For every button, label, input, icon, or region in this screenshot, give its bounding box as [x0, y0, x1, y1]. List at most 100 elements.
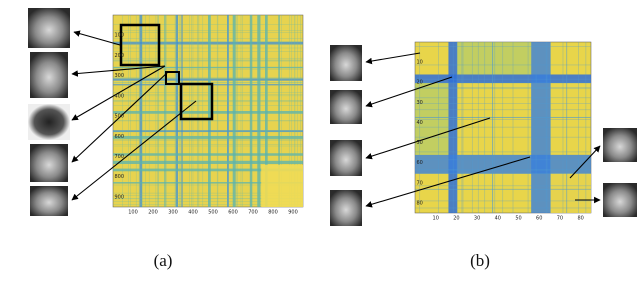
xray-thumbnail	[330, 190, 362, 226]
arrow	[71, 65, 166, 121]
x-tick-label: 700	[248, 210, 258, 216]
heatmap-stripe	[113, 30, 303, 31]
heatmap-stripe	[415, 116, 591, 118]
heatmap-block	[457, 42, 532, 75]
y-tick-label: 40	[417, 120, 423, 126]
highlight-box	[119, 23, 161, 67]
heatmap-stripe	[415, 173, 591, 174]
heatmap-stripe	[113, 198, 303, 200]
heatmap-stripe	[113, 94, 303, 95]
heatmap-stripe	[415, 136, 591, 138]
heatmap-stripe	[113, 130, 303, 133]
y-tick-label: 200	[115, 53, 125, 59]
heatmap-stripe	[113, 100, 303, 101]
heatmap-stripe	[113, 145, 303, 147]
heatmap-stripe	[122, 15, 123, 207]
heatmap-stripe	[235, 15, 237, 207]
heatmap-stripe	[113, 139, 303, 140]
heatmap-stripe	[113, 59, 303, 61]
x-tick-label: 60	[536, 216, 542, 222]
heatmap-stripe	[257, 15, 258, 207]
heatmap-stripe	[113, 120, 303, 121]
heatmap-stripe	[566, 42, 567, 213]
y-tick-label: 300	[115, 73, 125, 79]
heatmap-stripe	[249, 15, 253, 207]
x-tick-label: 40	[495, 216, 501, 222]
heatmap-stripe	[198, 15, 200, 207]
heatmap-stripe	[227, 15, 229, 207]
heatmap-stripe	[415, 109, 591, 111]
heatmap-stripe	[113, 153, 303, 156]
xray-thumbnail	[330, 45, 362, 81]
heatmap-stripe	[175, 15, 177, 207]
heatmap-stripe	[113, 195, 303, 196]
heatmap-stripe	[415, 169, 591, 170]
y-tick-label: 80	[417, 200, 423, 206]
heatmap-block	[261, 164, 303, 207]
x-tick-label: 800	[268, 210, 278, 216]
y-tick-label: 900	[115, 194, 125, 200]
heatmap-stripe	[113, 168, 303, 172]
xray-thumbnail	[330, 140, 362, 176]
heatmap-stripe	[294, 15, 296, 207]
heatmap-stripe	[242, 15, 243, 207]
heatmap-stripe	[113, 105, 303, 106]
heatmap-stripe	[415, 82, 591, 84]
heatmap-block	[448, 42, 458, 213]
heatmap-stripe	[113, 120, 303, 122]
heatmap-stripe	[113, 135, 303, 139]
heatmap-stripe	[174, 15, 176, 207]
heatmap-stripe	[300, 15, 301, 207]
heatmap-stripe	[462, 42, 464, 213]
heatmap-stripe	[456, 42, 458, 213]
heatmap-stripe	[113, 32, 303, 33]
arrow	[71, 100, 197, 201]
heatmap-stripe	[471, 42, 473, 213]
heatmap-stripe	[113, 204, 303, 205]
x-tick-label: 80	[577, 216, 583, 222]
heatmap-stripe	[135, 15, 137, 207]
heatmap-stripe	[113, 201, 303, 202]
y-tick-label: 50	[417, 140, 423, 146]
highlight-box	[179, 82, 214, 121]
xray-thumbnail	[28, 8, 70, 48]
heatmap-stripe	[549, 42, 551, 213]
heatmap-stripe	[415, 88, 591, 90]
heatmap-stripe	[113, 51, 303, 52]
ct-thumbnail	[28, 104, 70, 140]
heatmap-stripe	[278, 15, 280, 207]
arrow	[569, 145, 601, 179]
heatmap-stripe	[257, 15, 261, 207]
y-tick-label: 400	[115, 93, 125, 99]
arrow	[365, 117, 491, 160]
heatmap-stripe	[259, 15, 261, 207]
heatmap-stripe	[240, 15, 242, 207]
heatmap-stripe	[415, 117, 591, 118]
heatmap-stripe	[113, 130, 303, 132]
heatmap-stripe	[545, 42, 547, 213]
xray-thumbnail	[30, 52, 68, 98]
xray-thumbnail	[603, 128, 637, 162]
heatmap-stripe	[237, 15, 238, 207]
heatmap-stripe	[452, 42, 454, 213]
y-tick-label: 30	[417, 100, 423, 106]
heatmap-stripe	[297, 15, 298, 207]
heatmap-stripe	[585, 42, 587, 213]
xray-thumbnail	[330, 90, 362, 124]
heatmap-stripe	[415, 151, 591, 153]
heatmap-stripe	[512, 42, 514, 213]
heatmap-stripe	[415, 169, 591, 171]
thumbnails-a	[28, 8, 70, 216]
heatmap-stripe	[232, 15, 236, 207]
heatmap-stripe	[265, 15, 268, 207]
x-tick-label: 900	[288, 210, 298, 216]
panel-label: (a)	[154, 251, 173, 270]
x-tick-label: 500	[208, 210, 218, 216]
heatmap-stripe	[484, 42, 486, 213]
heatmap-stripe	[415, 97, 591, 99]
heatmap-stripe	[113, 24, 303, 25]
heatmap-stripe	[113, 60, 303, 61]
heatmap-stripe	[415, 159, 591, 161]
thumbnails-b	[330, 45, 637, 226]
heatmap-a	[112, 14, 304, 208]
